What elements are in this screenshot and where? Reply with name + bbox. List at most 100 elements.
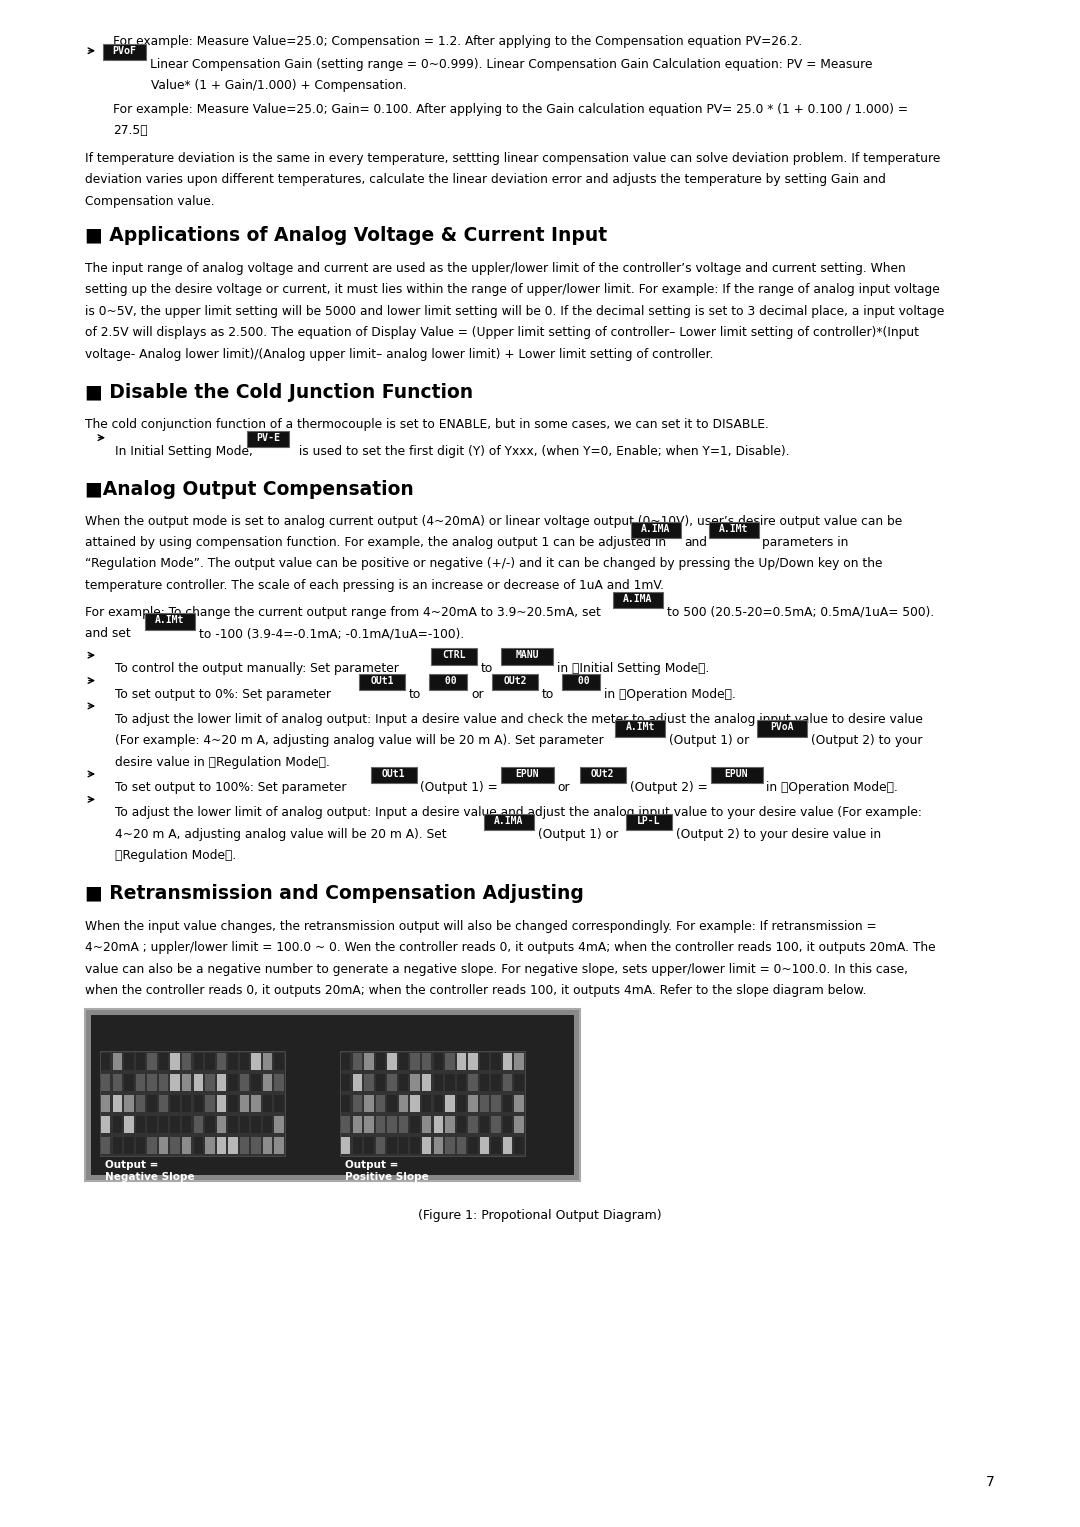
Bar	[193, 1116, 203, 1133]
Text: To adjust the lower limit of analog output: Input a desire value and check the m: To adjust the lower limit of analog outp…	[114, 713, 923, 725]
Bar	[136, 1095, 145, 1112]
Bar	[145, 614, 195, 629]
Text: When the output mode is set to analog current output (4~20mA) or linear voltage : When the output mode is set to analog cu…	[85, 515, 902, 528]
Bar	[580, 767, 625, 783]
Bar	[181, 1054, 191, 1069]
Text: in 【Operation Mode】.: in 【Operation Mode】.	[604, 687, 735, 701]
Bar	[491, 1073, 501, 1090]
Text: to: to	[409, 687, 421, 701]
Bar	[376, 1054, 386, 1069]
Text: To adjust the lower limit of analog output: Input a desire value and adjust the : To adjust the lower limit of analog outp…	[114, 806, 922, 820]
Text: ■ Applications of Analog Voltage & Current Input: ■ Applications of Analog Voltage & Curre…	[85, 226, 607, 246]
Text: EPUN: EPUN	[725, 770, 748, 779]
Bar	[124, 1054, 134, 1069]
Bar	[112, 1095, 122, 1112]
Text: LP-L: LP-L	[637, 815, 660, 826]
Bar	[262, 1073, 272, 1090]
Bar	[147, 1116, 157, 1133]
Text: A.IMA: A.IMA	[494, 815, 523, 826]
Text: OUt2: OUt2	[503, 675, 527, 686]
Text: (Output 2) =: (Output 2) =	[630, 780, 707, 794]
Text: If temperature deviation is the same in every temperature, settting linear compe: If temperature deviation is the same in …	[85, 153, 941, 165]
Bar	[228, 1095, 238, 1112]
Bar	[217, 1054, 226, 1069]
Bar	[147, 1138, 157, 1153]
Bar	[136, 1073, 145, 1090]
Text: ■Analog Output Compensation: ■Analog Output Compensation	[85, 479, 414, 499]
Bar	[631, 522, 680, 539]
Text: to: to	[481, 663, 494, 675]
Bar	[217, 1116, 226, 1133]
Bar	[433, 1138, 443, 1153]
Bar	[252, 1138, 260, 1153]
Bar	[240, 1138, 249, 1153]
Bar	[100, 1051, 285, 1156]
Bar	[341, 1095, 351, 1112]
Text: in 【Operation Mode】.: in 【Operation Mode】.	[767, 780, 899, 794]
Bar	[274, 1138, 284, 1153]
Text: For example: Measure Value=25.0; Gain= 0.100. After applying to the Gain calcula: For example: Measure Value=25.0; Gain= 0…	[113, 102, 908, 116]
Text: 27.5。: 27.5。	[113, 124, 148, 137]
Bar	[159, 1116, 168, 1133]
Bar	[469, 1116, 477, 1133]
Bar	[352, 1116, 362, 1133]
Bar	[376, 1116, 386, 1133]
Bar	[228, 1116, 238, 1133]
Bar	[217, 1138, 226, 1153]
Text: (Output 1) or: (Output 1) or	[538, 828, 618, 841]
Text: The cold conjunction function of a thermocouple is set to ENABLE, but in some ca: The cold conjunction function of a therm…	[85, 417, 769, 431]
Bar	[159, 1054, 168, 1069]
Text: 00: 00	[572, 675, 590, 686]
Bar	[613, 592, 663, 608]
Bar	[228, 1138, 238, 1153]
Bar	[102, 1095, 110, 1112]
Bar	[422, 1116, 431, 1133]
Bar	[388, 1073, 396, 1090]
Bar	[274, 1073, 284, 1090]
Text: A.IMA: A.IMA	[640, 524, 671, 534]
Bar	[240, 1116, 249, 1133]
Bar	[457, 1095, 467, 1112]
Bar	[181, 1073, 191, 1090]
Bar	[274, 1095, 284, 1112]
Bar	[410, 1138, 420, 1153]
Bar	[422, 1054, 431, 1069]
Bar	[399, 1073, 408, 1090]
Bar	[262, 1116, 272, 1133]
Text: A.IMt: A.IMt	[719, 524, 748, 534]
Text: to 500 (20.5-20=0.5mA; 0.5mA/1uA= 500).: to 500 (20.5-20=0.5mA; 0.5mA/1uA= 500).	[667, 606, 934, 618]
Bar	[341, 1073, 351, 1090]
Bar	[399, 1116, 408, 1133]
Bar	[480, 1073, 489, 1090]
Bar	[711, 767, 762, 783]
Text: and: and	[685, 536, 707, 550]
Bar	[247, 431, 289, 447]
Bar	[102, 1116, 110, 1133]
Text: OUt1: OUt1	[370, 675, 394, 686]
Bar	[112, 1138, 122, 1153]
Bar	[193, 1054, 203, 1069]
Text: (For example: 4~20 m A, adjusting analog value will be 20 m A). Set parameter: (For example: 4~20 m A, adjusting analog…	[114, 734, 608, 747]
Text: to -100 (3.9-4=-0.1mA; -0.1mA/1uA=-100).: to -100 (3.9-4=-0.1mA; -0.1mA/1uA=-100).	[199, 628, 464, 640]
Text: PV-E: PV-E	[256, 432, 280, 443]
Bar	[159, 1073, 168, 1090]
Bar	[341, 1138, 351, 1153]
Bar	[480, 1054, 489, 1069]
Bar	[445, 1073, 455, 1090]
Bar	[625, 814, 672, 831]
Text: A.IMt: A.IMt	[625, 722, 656, 733]
Bar	[205, 1116, 215, 1133]
Bar	[616, 721, 665, 736]
Text: 7: 7	[986, 1475, 995, 1489]
Bar	[341, 1054, 351, 1069]
Bar	[205, 1054, 215, 1069]
Text: Value* (1 + Gain/1.000) + Compensation.: Value* (1 + Gain/1.000) + Compensation.	[151, 79, 407, 92]
Bar	[503, 1054, 512, 1069]
Bar	[484, 814, 534, 831]
Text: ■ Retransmission and Compensation Adjusting: ■ Retransmission and Compensation Adjust…	[85, 884, 584, 902]
Bar	[399, 1054, 408, 1069]
Bar	[399, 1138, 408, 1153]
Text: or: or	[471, 687, 484, 701]
Bar	[514, 1116, 524, 1133]
Text: A.IMA: A.IMA	[623, 594, 652, 603]
